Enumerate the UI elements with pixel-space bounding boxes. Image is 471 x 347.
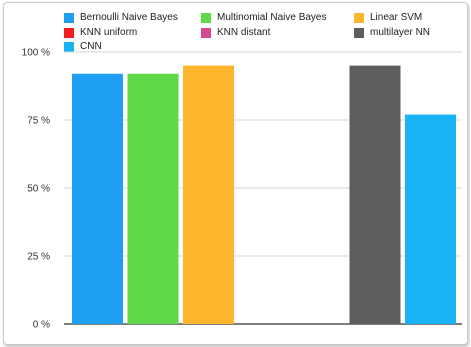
y-tick-label: 25 % <box>27 252 50 263</box>
legend-label: CNN <box>80 41 102 52</box>
bar-linear-svm <box>183 65 234 324</box>
legend-item: KNN uniform <box>64 28 137 38</box>
legend-swatch <box>354 13 364 23</box>
chart-legend: Bernoulli Naive Bayes Multinomial Naive B… <box>0 0 471 60</box>
legend-item: Bernoulli Naive Bayes <box>64 13 178 23</box>
bar-cnn <box>405 114 456 324</box>
legend-item: CNN <box>64 42 102 52</box>
y-tick-label: 50 % <box>27 184 50 195</box>
legend-swatch <box>64 28 74 38</box>
legend-item: Multinomial Naive Bayes <box>201 13 327 23</box>
legend-swatch <box>64 42 74 52</box>
legend-item: multilayer NN <box>354 28 430 38</box>
legend-swatch <box>201 13 211 23</box>
bar-multinomial-naive-bayes <box>127 73 179 324</box>
legend-swatch <box>64 13 74 23</box>
legend-label: multilayer NN <box>370 27 431 38</box>
legend-label: Linear SVM <box>370 12 423 23</box>
legend-label: Bernoulli Naive Bayes <box>80 12 178 23</box>
bar-multilayer-nn <box>349 65 401 324</box>
bar-bernoulli-naive-bayes <box>72 73 123 324</box>
y-tick-label: 100 % <box>22 48 50 59</box>
y-tick-label: 75 % <box>27 116 50 127</box>
legend-item: Linear SVM <box>354 13 422 23</box>
legend-label: Multinomial Naive Bayes <box>217 12 327 23</box>
y-tick-label: 0 % <box>33 320 50 331</box>
legend-label: KNN uniform <box>80 27 138 38</box>
legend-swatch <box>354 28 364 38</box>
legend-item: KNN distant <box>201 28 270 38</box>
legend-label: KNN distant <box>217 27 271 38</box>
legend-swatch <box>201 28 211 38</box>
